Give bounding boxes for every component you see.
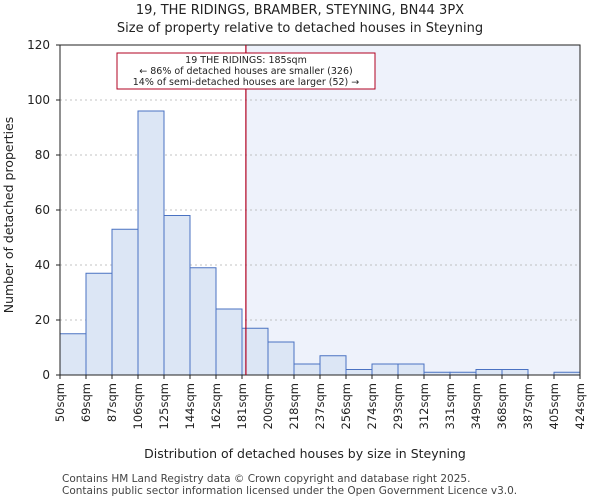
- y-axis-label: Number of detached properties: [1, 117, 16, 314]
- histogram-bar: [501, 369, 529, 376]
- annotation-box: [116, 52, 376, 90]
- histogram-bar: [111, 228, 139, 376]
- x-tick-label: 256sqm: [339, 383, 353, 429]
- histogram-bar: [475, 369, 503, 376]
- histogram-bar: [85, 272, 113, 376]
- x-tick-label: 106sqm: [131, 383, 145, 429]
- x-tick-label: 368sqm: [495, 383, 509, 429]
- x-tick-label: 125sqm: [157, 383, 171, 429]
- chart-title: 19, THE RIDINGS, BRAMBER, STEYNING, BN44…: [135, 3, 465, 18]
- footer-licence: Contains public sector information licen…: [62, 485, 518, 497]
- histogram-bar: [137, 110, 165, 376]
- x-axis-label: Distribution of detached houses by size …: [144, 446, 466, 461]
- x-tick-label: 237sqm: [313, 383, 327, 429]
- histogram-bar: [189, 267, 217, 376]
- histogram-bar: [59, 333, 87, 376]
- x-tick-label: 387sqm: [521, 383, 535, 429]
- chart-subtitle: Size of property relative to detached ho…: [116, 21, 484, 36]
- y-tick-label: 80: [35, 148, 50, 162]
- x-tick-label: 200sqm: [261, 383, 275, 429]
- x-tick-label: 293sqm: [391, 383, 405, 429]
- footer-copyright: Contains HM Land Registry data © Crown c…: [62, 473, 471, 485]
- y-tick-label: 20: [35, 313, 50, 327]
- x-tick-label: 312sqm: [417, 383, 431, 429]
- x-tick-label: 50sqm: [53, 383, 67, 422]
- x-tick-label: 181sqm: [235, 383, 249, 429]
- y-tick-label: 0: [42, 368, 50, 382]
- histogram-bar: [293, 363, 321, 376]
- x-tick-label: 424sqm: [573, 383, 587, 429]
- x-tick-label: 162sqm: [209, 383, 223, 429]
- histogram-bar: [397, 363, 425, 376]
- annotation-larger: 14% of semi-detached houses are larger (…: [133, 77, 360, 88]
- histogram-bar: [267, 341, 295, 376]
- x-tick-label: 87sqm: [105, 383, 119, 422]
- x-tick-label: 274sqm: [365, 383, 379, 429]
- annotation-smaller: ← 86% of detached houses are smaller (32…: [139, 66, 352, 77]
- histogram-bar: [215, 308, 243, 376]
- y-tick-label: 40: [35, 258, 50, 272]
- y-tick-label: 120: [27, 38, 50, 52]
- histogram-bar: [319, 355, 347, 376]
- annotation-title: 19 THE RIDINGS: 185sqm: [185, 55, 307, 66]
- x-tick-label: 405sqm: [547, 383, 561, 429]
- x-tick-label: 218sqm: [287, 383, 301, 429]
- x-tick-label: 69sqm: [79, 383, 93, 422]
- x-tick-label: 331sqm: [443, 383, 457, 429]
- histogram-bar: [345, 369, 373, 376]
- x-tick-label: 144sqm: [183, 383, 197, 429]
- y-tick-label: 100: [27, 93, 50, 107]
- x-tick-label: 349sqm: [469, 383, 483, 429]
- histogram-bar: [371, 363, 399, 376]
- histogram-bar: [163, 215, 191, 376]
- y-tick-label: 60: [35, 203, 50, 217]
